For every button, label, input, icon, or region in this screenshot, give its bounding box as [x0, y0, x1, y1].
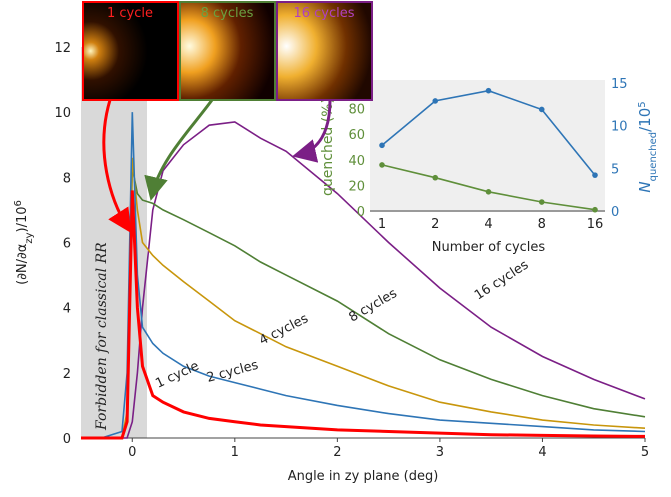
x-tick-label: 4 [484, 217, 492, 232]
y-tick-label: 4 [63, 302, 71, 317]
image-label: 16 cycles [293, 6, 354, 21]
axis-label-part: quenched [648, 132, 659, 182]
series-marker [432, 98, 439, 104]
y-tick-label: 40 [348, 154, 365, 169]
x-tick-label: 4 [538, 445, 546, 460]
x-tick-label: 2 [431, 217, 439, 232]
y-axis-label: quenched (%) [320, 98, 336, 196]
series-marker [432, 174, 439, 181]
axis-label-part: zy [24, 232, 35, 243]
series-marker [485, 87, 492, 94]
series-label: 4 cycles [257, 311, 311, 348]
axis-label-part: (∂N/∂α [15, 244, 30, 285]
x-tick-label: 2 [333, 445, 341, 460]
y-tick-label: 80 [348, 103, 365, 118]
image-label: 8 cycles [201, 6, 254, 21]
y-tick-label: 6 [63, 237, 71, 252]
axis-label: (∂N/∂αzy)/106 [13, 200, 35, 285]
annotation: Forbidden for classical RR [94, 242, 110, 431]
y2-tick-label: 10 [611, 120, 628, 135]
axis-label-part: 6 [13, 200, 24, 206]
arrow [102, 99, 132, 234]
axis-label-part: N [636, 181, 654, 192]
y-tick-label: 8 [63, 171, 71, 186]
x-tick-label: 1 [378, 217, 386, 232]
x-axis-label: Angle in zy plane (deg) [288, 469, 439, 484]
x-tick-label: 8 [538, 217, 546, 232]
image-label: 1 cycle [107, 6, 153, 21]
series-marker [538, 106, 545, 113]
axis-label: Nquenched/105 [636, 101, 659, 192]
series-marker [379, 162, 385, 168]
y2-tick-label: 15 [611, 77, 628, 92]
series-label: 16 cycles [472, 257, 532, 303]
x-axis-label: Number of cycles [432, 240, 546, 255]
image-panel [82, 1, 179, 101]
series-line [81, 121, 646, 439]
y-tick-label: 60 [348, 128, 365, 143]
axis-label-part: 5 [637, 101, 648, 107]
series-marker [379, 142, 385, 149]
y-tick-label: 10 [54, 106, 71, 121]
arrow [144, 99, 214, 201]
y-tick-label: 0 [63, 432, 71, 447]
inset-plot: 124816020406080100051015Number of cycles… [320, 77, 659, 255]
axis-label-part: )/10 [15, 207, 30, 233]
y-tick-label: 0 [357, 205, 365, 220]
axis-label-part: /10 [636, 108, 654, 132]
y2-tick-label: 5 [611, 162, 619, 177]
y-tick-label: 12 [54, 41, 71, 56]
y-tick-label: 2 [63, 367, 71, 382]
series-marker [592, 206, 598, 213]
series-marker [592, 172, 598, 178]
x-tick-label: 16 [587, 217, 604, 232]
x-tick-label: 1 [231, 445, 239, 460]
series-label: 1 cycle [153, 359, 201, 392]
x-tick-label: 5 [641, 445, 649, 460]
x-tick-label: 3 [436, 445, 444, 460]
y-tick-label: 20 [348, 179, 365, 194]
y2-tick-label: 0 [611, 205, 619, 220]
series-marker [485, 189, 492, 195]
series-line [81, 190, 646, 440]
image-panel [276, 1, 373, 101]
series-label: 8 cycles [347, 286, 400, 325]
arrow [292, 99, 332, 163]
image-panel [179, 1, 276, 101]
series-marker [538, 199, 545, 205]
x-tick-label: 0 [128, 445, 136, 460]
